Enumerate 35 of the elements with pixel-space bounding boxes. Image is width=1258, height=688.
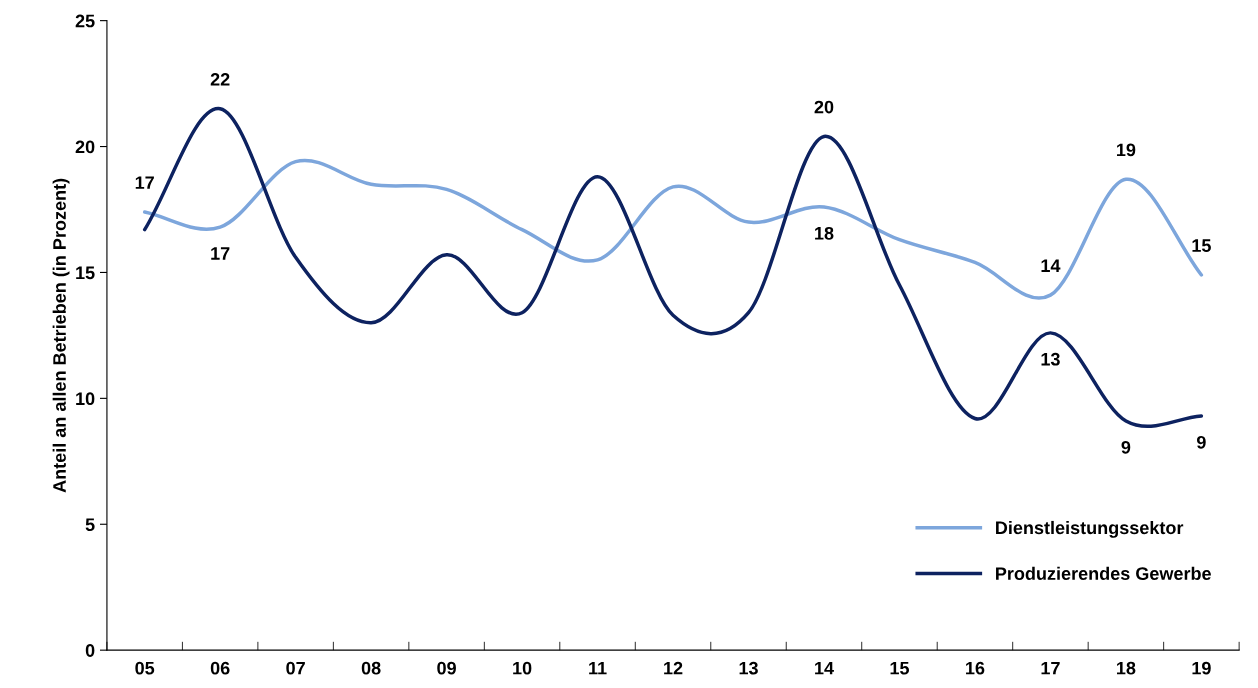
x-tick-label: 18 bbox=[1117, 661, 1136, 675]
data-label: 14 bbox=[1041, 259, 1061, 272]
legend-label: Dienstleistungssektor bbox=[996, 520, 1184, 538]
data-label: 15 bbox=[1192, 239, 1211, 252]
y-tick-label: 5 bbox=[85, 518, 95, 531]
y-tick-label: 15 bbox=[76, 266, 95, 280]
x-tick-label: 14 bbox=[815, 661, 834, 675]
x-tick-label: 19 bbox=[1192, 661, 1211, 675]
data-label: 22 bbox=[210, 72, 230, 86]
x-tick-label: 12 bbox=[664, 661, 683, 675]
x-tick-label: 10 bbox=[513, 661, 532, 675]
x-tick-label: 13 bbox=[739, 661, 758, 675]
data-label: 9 bbox=[1197, 435, 1206, 449]
y-tick-label: 0 bbox=[85, 644, 95, 657]
x-tick-label: 06 bbox=[210, 661, 230, 675]
x-tick-label: 11 bbox=[589, 661, 607, 675]
y-tick-label: 20 bbox=[75, 140, 95, 154]
data-label: 17 bbox=[135, 176, 154, 189]
data-label: 19 bbox=[1117, 143, 1136, 157]
data-label: 17 bbox=[211, 247, 230, 260]
x-tick-label: 15 bbox=[890, 661, 910, 675]
x-tick-label: 16 bbox=[966, 661, 985, 675]
x-tick-label: 08 bbox=[361, 661, 381, 675]
x-tick-label: 17 bbox=[1041, 661, 1060, 675]
x-tick-label: 07 bbox=[286, 661, 305, 675]
y-tick-label: 25 bbox=[75, 14, 95, 28]
x-tick-label: 05 bbox=[135, 661, 155, 675]
data-label: 20 bbox=[814, 100, 834, 114]
data-label: 9 bbox=[1121, 440, 1131, 454]
x-tick-label: 09 bbox=[437, 661, 456, 675]
legend-label: Produzierendes Gewerbe bbox=[996, 566, 1211, 580]
data-label: 18 bbox=[815, 226, 834, 240]
y-tick-label: 10 bbox=[76, 392, 95, 406]
data-label: 13 bbox=[1041, 352, 1060, 366]
y-axis-title: Anteil an allen Betrieben (in Prozent) bbox=[52, 178, 70, 493]
